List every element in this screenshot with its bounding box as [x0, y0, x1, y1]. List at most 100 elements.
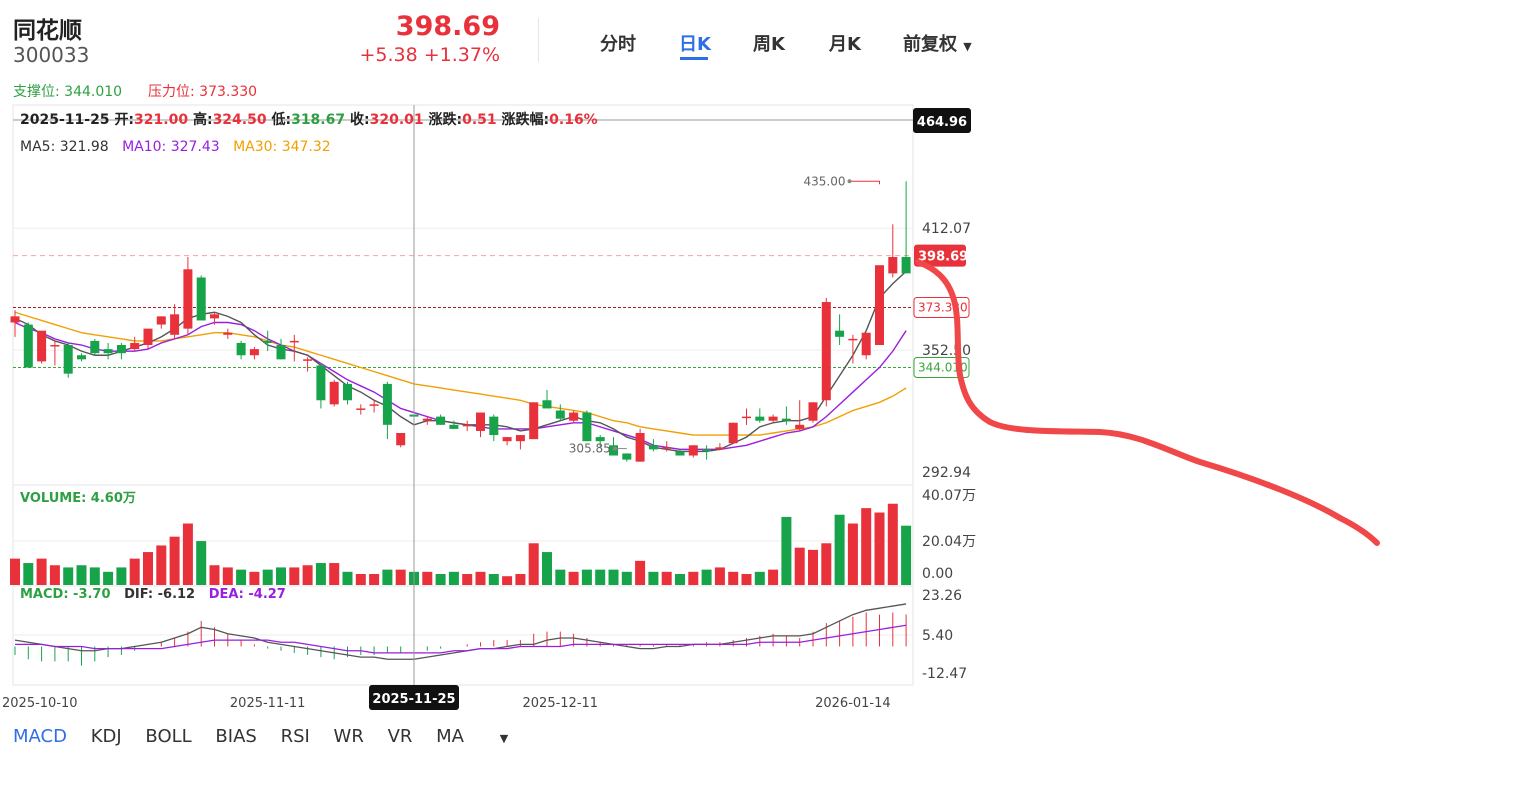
tab-monthly-k[interactable]: 月K	[829, 34, 861, 55]
candle	[781, 406, 791, 425]
volume-bar	[555, 569, 566, 585]
candle	[210, 312, 219, 325]
candle	[236, 340, 246, 360]
volume-bar	[887, 503, 898, 585]
resistance-tag-label: 373.330	[918, 301, 968, 315]
ma30-value: MA30: 347.32	[233, 139, 331, 155]
chevron-down-icon: ▼	[963, 40, 972, 53]
volume-bar	[794, 547, 805, 585]
ma30-line	[14, 311, 907, 436]
candle	[861, 332, 871, 360]
ind-tab-ma[interactable]: MA	[436, 726, 464, 747]
ind-tab-wr[interactable]: WR	[333, 726, 364, 747]
candle	[502, 437, 512, 446]
indicator-tabs: MACD KDJ BOLL BIAS RSI WR VR MA ▼	[13, 726, 526, 747]
last-price-tag-label: 398.69	[918, 250, 968, 265]
candle-body	[382, 383, 392, 425]
volume-bar	[143, 552, 153, 585]
candle-body	[875, 265, 884, 346]
ind-more-chevron-icon[interactable]: ▼	[499, 732, 509, 745]
volume-bar	[741, 574, 752, 585]
candle	[436, 414, 446, 425]
candle	[143, 328, 153, 350]
volume-bar	[10, 558, 20, 585]
candle-body	[263, 340, 273, 343]
candle-body	[861, 332, 871, 356]
info-close-label: 收:	[349, 112, 370, 128]
candle	[489, 414, 499, 442]
volume-bar	[422, 571, 433, 585]
tab-daily-k[interactable]: 日K	[679, 34, 711, 55]
ind-tab-kdj[interactable]: KDJ	[90, 726, 122, 747]
adjust-dropdown[interactable]: 前复权 ▼	[903, 30, 972, 56]
candle	[635, 428, 645, 462]
tab-intraday[interactable]: 分时	[600, 34, 636, 55]
candle-body	[502, 437, 512, 442]
candle-body	[170, 314, 180, 335]
volume-bar	[834, 514, 845, 585]
candles	[10, 181, 911, 462]
candle	[888, 224, 898, 278]
candle-body	[130, 342, 140, 350]
candle	[23, 322, 33, 368]
candle	[662, 441, 672, 452]
ind-tab-boll[interactable]: BOLL	[145, 726, 192, 747]
candle-body	[648, 445, 658, 450]
candle-body	[848, 338, 858, 341]
candle-body	[569, 412, 579, 421]
crosshair-date-tag: 2025-11-25	[369, 685, 459, 710]
candle-body	[223, 332, 233, 335]
volume-bar	[23, 563, 34, 585]
high-annotation-line	[849, 180, 880, 185]
candle-body	[702, 449, 712, 452]
candle-body	[662, 447, 672, 449]
low-annotation-dot	[612, 446, 617, 451]
candle-body	[37, 330, 47, 362]
volume-bar	[236, 569, 247, 585]
ind-tab-bias[interactable]: BIAS	[215, 726, 257, 747]
candle-body	[249, 349, 259, 356]
volume-bar	[847, 523, 858, 585]
candle-body	[236, 342, 246, 356]
candle-body	[609, 445, 618, 456]
info-pct: 0.16%	[549, 112, 598, 128]
candle-body	[50, 345, 60, 347]
macd-plot	[14, 603, 907, 666]
volume-bar	[448, 571, 459, 585]
ind-tab-vr[interactable]: VR	[387, 726, 413, 747]
candle	[276, 338, 286, 360]
volume-bar	[475, 571, 486, 585]
resistance-tag: 373.330	[913, 297, 970, 319]
candle	[422, 416, 432, 425]
candle	[515, 435, 525, 450]
volume-bar	[63, 567, 74, 585]
candle	[901, 181, 911, 274]
ind-tab-rsi[interactable]: RSI	[280, 726, 310, 747]
volume-bar	[754, 571, 765, 585]
candle	[582, 410, 592, 442]
high-annotation-dot	[847, 179, 852, 184]
volume-bar	[49, 565, 60, 585]
price-tick-label: 352.50	[922, 343, 971, 359]
candle	[90, 338, 100, 356]
candle-body	[183, 269, 193, 329]
candle	[728, 422, 738, 444]
volume-bar	[276, 567, 286, 585]
candle-body	[103, 349, 113, 354]
candle	[835, 314, 845, 346]
volume-bar	[209, 565, 220, 585]
candle-body	[768, 416, 778, 421]
candle	[795, 400, 805, 431]
volume-bar	[781, 516, 792, 585]
info-chg: 0.51	[462, 112, 497, 128]
date-tick-label: 2026-01-14	[815, 696, 891, 711]
active-tab-indicator	[680, 57, 708, 60]
last-price-tag: 398.69	[914, 244, 968, 267]
volume-bar	[395, 569, 406, 585]
crosshair-value-label: 464.96	[917, 115, 967, 130]
tab-weekly-k[interactable]: 周K	[753, 34, 785, 55]
candle-body	[728, 422, 738, 444]
candle	[103, 342, 113, 360]
ind-tab-macd[interactable]: MACD	[13, 726, 67, 747]
